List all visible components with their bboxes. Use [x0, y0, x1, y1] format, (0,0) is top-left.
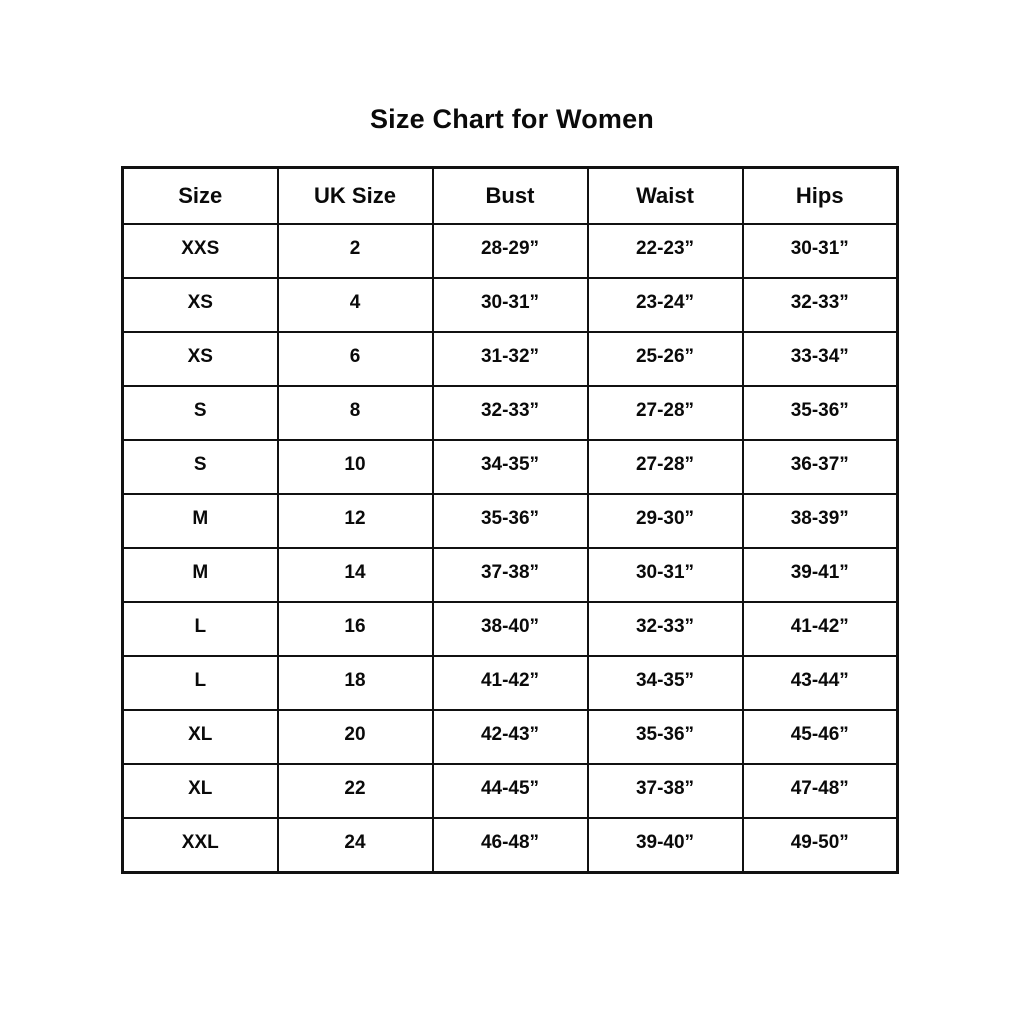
table-cell: 36-37”	[741, 439, 899, 495]
table-cell: 12	[276, 493, 434, 549]
table-row: XS 4 30-31” 23-24” 32-33”	[121, 277, 899, 333]
table-cell: L	[121, 601, 279, 657]
table-cell: XS	[121, 277, 279, 333]
table-cell: 29-30”	[586, 493, 744, 549]
table-cell: L	[121, 655, 279, 711]
table-cell: XXL	[121, 817, 279, 873]
table-cell: 39-40”	[586, 817, 744, 873]
table-cell: 41-42”	[431, 655, 589, 711]
table-cell: 32-33”	[586, 601, 744, 657]
table-cell: M	[121, 547, 279, 603]
table-cell: 22	[276, 763, 434, 819]
table-cell: 4	[276, 277, 434, 333]
table-cell: 33-34”	[741, 331, 899, 387]
table-cell: 23-24”	[586, 277, 744, 333]
table-cell: 30-31”	[431, 277, 589, 333]
table-row: S 10 34-35” 27-28” 36-37”	[121, 439, 899, 495]
table-cell: 8	[276, 385, 434, 441]
table-cell: 25-26”	[586, 331, 744, 387]
table-cell: 34-35”	[431, 439, 589, 495]
table-cell: 38-40”	[431, 601, 589, 657]
table-cell: S	[121, 385, 279, 441]
table-cell: 37-38”	[431, 547, 589, 603]
table-cell: 22-23”	[586, 223, 744, 279]
table-cell: S	[121, 439, 279, 495]
table-row: XXL 24 46-48” 39-40” 49-50”	[121, 817, 899, 873]
table-cell: 47-48”	[741, 763, 899, 819]
table-cell: XL	[121, 709, 279, 765]
column-header-hips: Hips	[741, 166, 899, 225]
table-cell: 14	[276, 547, 434, 603]
table-cell: 30-31”	[741, 223, 899, 279]
table-row: XXS 2 28-29” 22-23” 30-31”	[121, 223, 899, 279]
table-cell: 35-36”	[431, 493, 589, 549]
table-header: Size UK Size Bust Waist Hips	[121, 166, 899, 225]
table-cell: 16	[276, 601, 434, 657]
table-cell: M	[121, 493, 279, 549]
table-cell: 44-45”	[431, 763, 589, 819]
column-header-uk-size: UK Size	[276, 166, 434, 225]
table-cell: 35-36”	[586, 709, 744, 765]
table-cell: 39-41”	[741, 547, 899, 603]
table-cell: 2	[276, 223, 434, 279]
table-row: L 16 38-40” 32-33” 41-42”	[121, 601, 899, 657]
table-cell: 30-31”	[586, 547, 744, 603]
table-cell: 27-28”	[586, 439, 744, 495]
table-cell: 27-28”	[586, 385, 744, 441]
table-row: XL 20 42-43” 35-36” 45-46”	[121, 709, 899, 765]
header-row: Size UK Size Bust Waist Hips	[121, 166, 899, 225]
column-header-bust: Bust	[431, 166, 589, 225]
page-title: Size Chart for Women	[369, 104, 655, 134]
table-body: XXS 2 28-29” 22-23” 30-31” XS 4 30-31” 23-24” 32-…	[121, 223, 899, 873]
table-cell: 6	[276, 331, 434, 387]
table-cell: 32-33”	[741, 277, 899, 333]
table-cell: 37-38”	[586, 763, 744, 819]
table-cell: 43-44”	[741, 655, 899, 711]
table-cell: 31-32”	[431, 331, 589, 387]
table-cell: 28-29”	[431, 223, 589, 279]
column-header-size: Size	[121, 166, 279, 225]
table-cell: 20	[276, 709, 434, 765]
table-row: M 14 37-38” 30-31” 39-41”	[121, 547, 899, 603]
column-header-waist: Waist	[586, 166, 744, 225]
table-cell: 46-48”	[431, 817, 589, 873]
table-cell: 24	[276, 817, 434, 873]
table-cell: 34-35”	[586, 655, 744, 711]
table-cell: 35-36”	[741, 385, 899, 441]
size-chart-table: Size UK Size Bust Waist Hips XXS 2 28-29” 22-23…	[121, 166, 899, 874]
table-cell: 42-43”	[431, 709, 589, 765]
table-row: L 18 41-42” 34-35” 43-44”	[121, 655, 899, 711]
table-cell: 41-42”	[741, 601, 899, 657]
table-cell: 38-39”	[741, 493, 899, 549]
table-cell: XS	[121, 331, 279, 387]
table-cell: 32-33”	[431, 385, 589, 441]
table-row: XS 6 31-32” 25-26” 33-34”	[121, 331, 899, 387]
table-cell: 18	[276, 655, 434, 711]
table-cell: XXS	[121, 223, 279, 279]
table-row: XL 22 44-45” 37-38” 47-48”	[121, 763, 899, 819]
table-cell: XL	[121, 763, 279, 819]
table-cell: 10	[276, 439, 434, 495]
table-row: S 8 32-33” 27-28” 35-36”	[121, 385, 899, 441]
table-row: M 12 35-36” 29-30” 38-39”	[121, 493, 899, 549]
table-cell: 49-50”	[741, 817, 899, 873]
table-cell: 45-46”	[741, 709, 899, 765]
